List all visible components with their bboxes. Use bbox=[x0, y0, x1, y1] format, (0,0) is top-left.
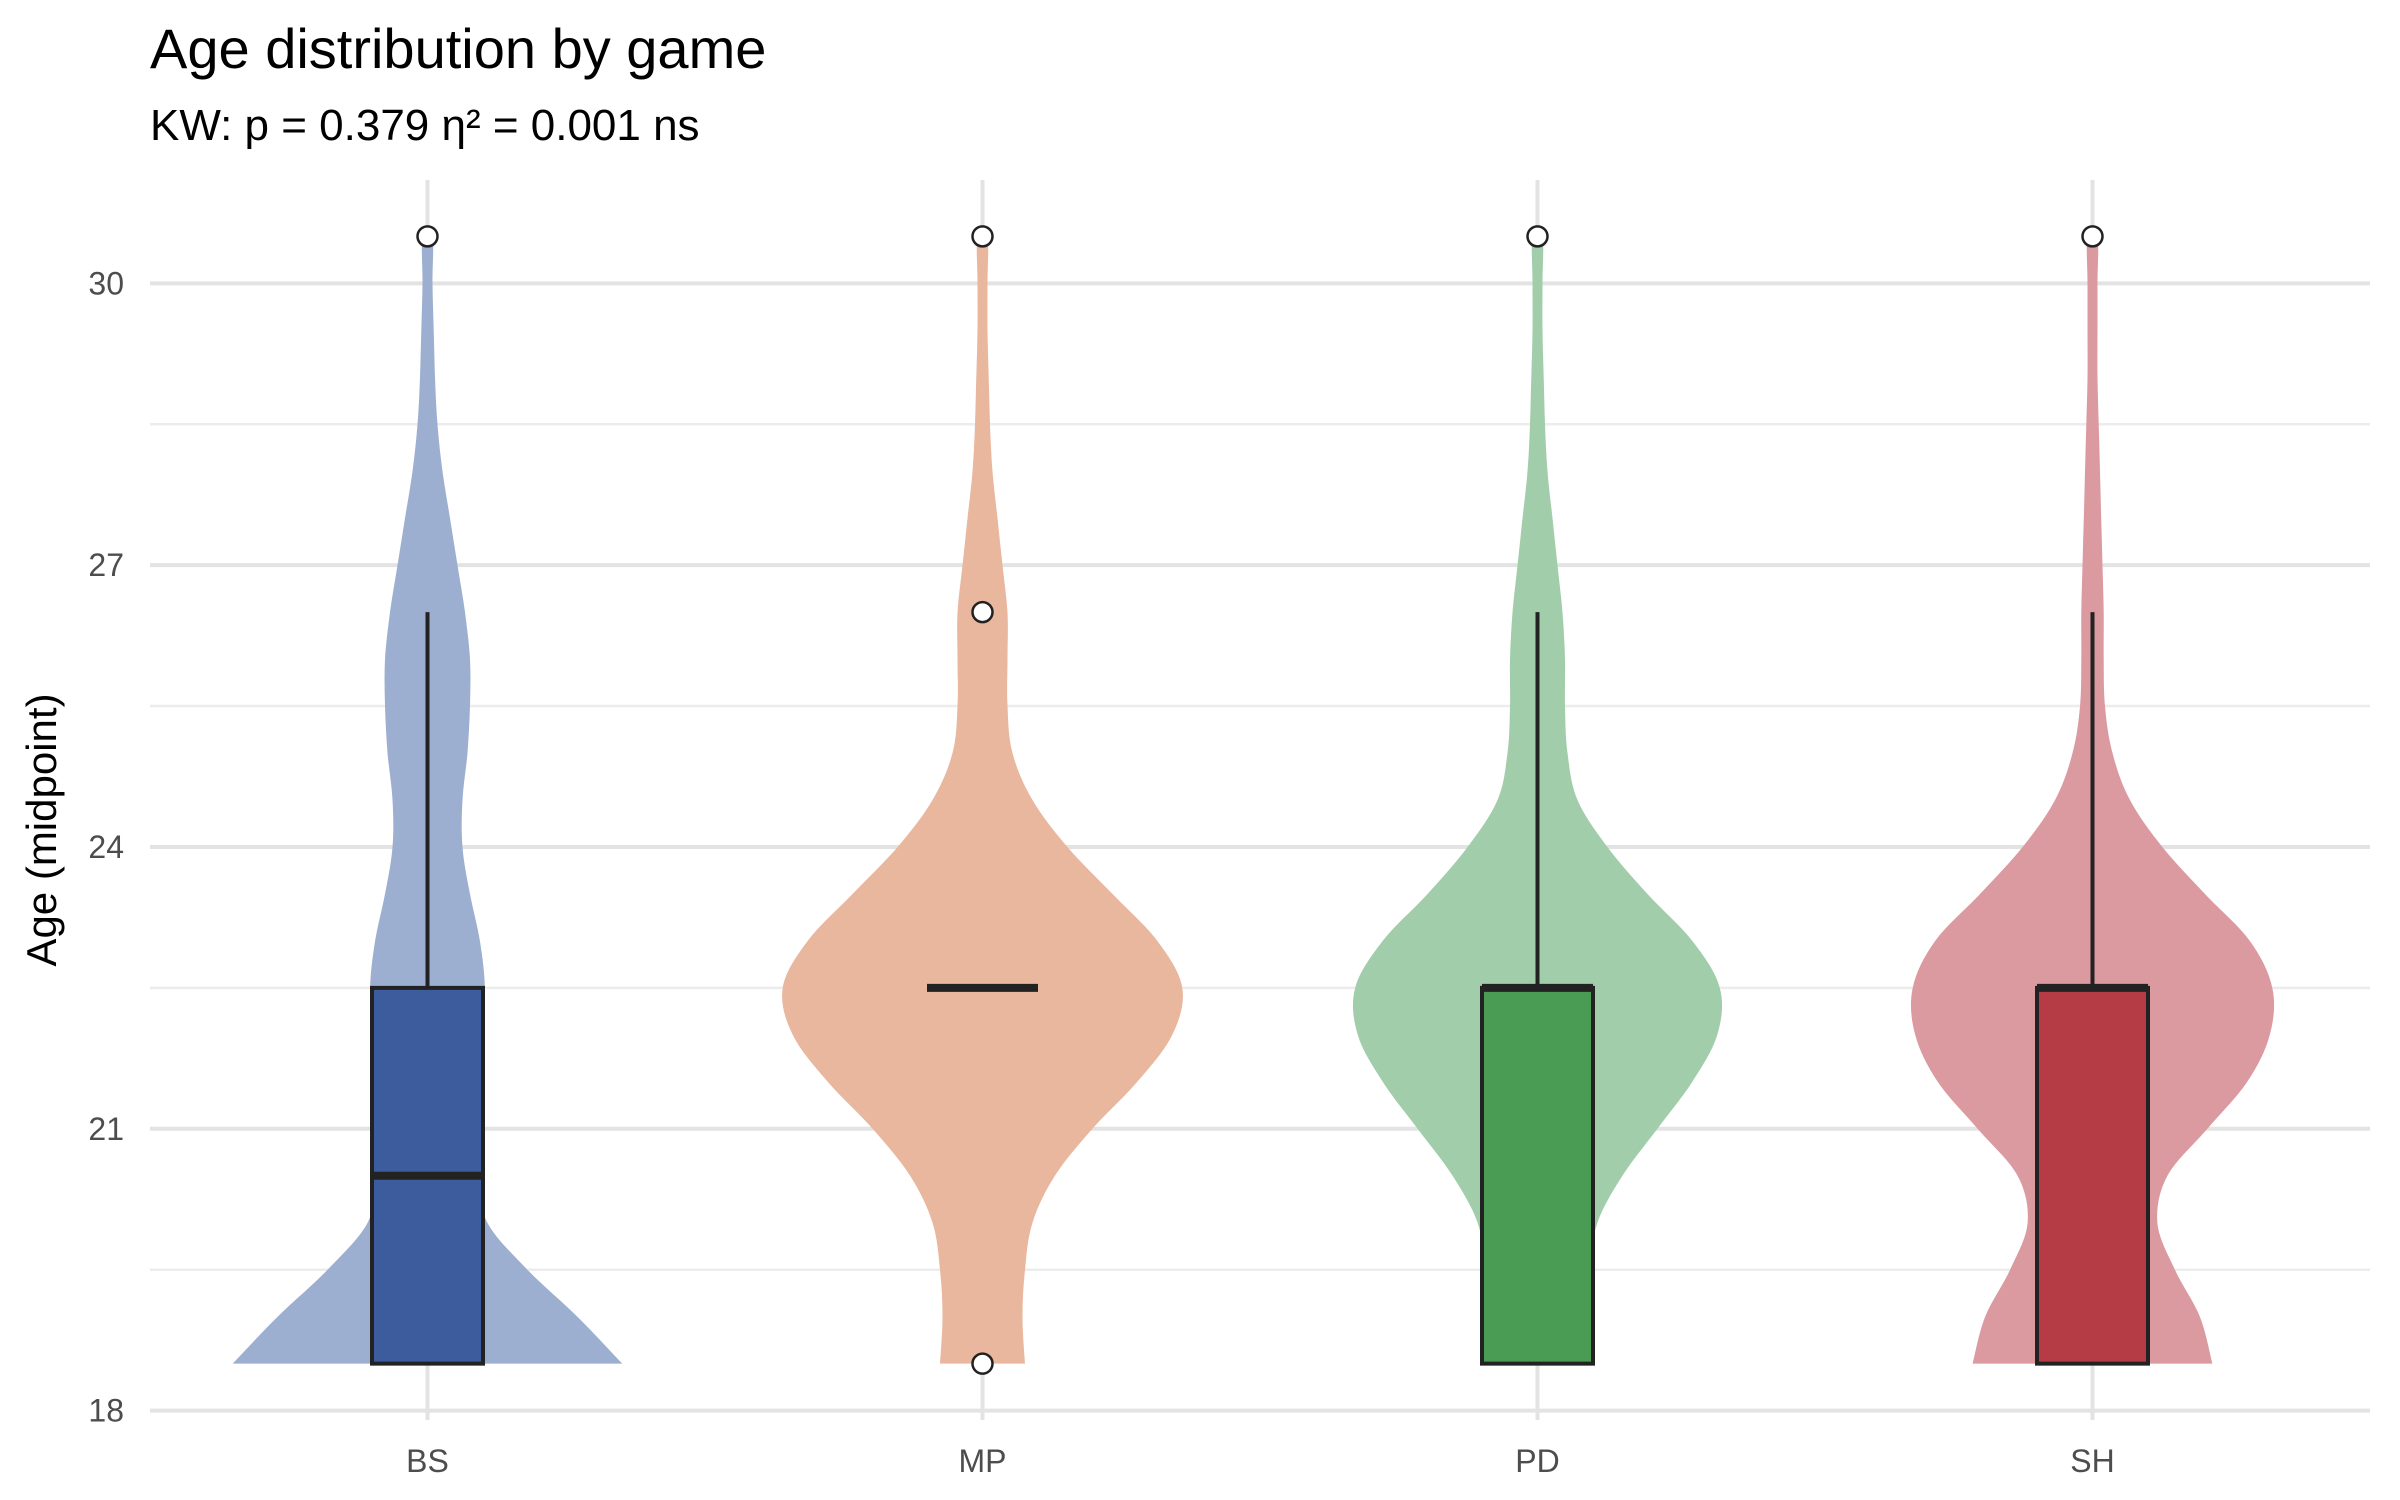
outlier-point-pd bbox=[1526, 225, 1549, 248]
chart-title: Age distribution by game bbox=[150, 17, 766, 80]
outlier-point-mp bbox=[971, 1352, 994, 1375]
y-tick-label: 27 bbox=[88, 547, 124, 583]
x-tick-label-mp: MP bbox=[959, 1443, 1007, 1479]
y-tick-label: 30 bbox=[88, 265, 124, 301]
boxplots bbox=[370, 612, 2150, 1366]
x-tick-label-sh: SH bbox=[2070, 1443, 2114, 1479]
outlier-point-bs bbox=[416, 225, 439, 248]
chart-subtitle: KW: p = 0.379 η² = 0.001 ns bbox=[150, 101, 700, 150]
box-pd bbox=[1480, 985, 1595, 1366]
y-tick-label: 24 bbox=[88, 829, 124, 865]
x-tick-label-bs: BS bbox=[406, 1443, 449, 1479]
x-tick-label-pd: PD bbox=[1515, 1443, 1559, 1479]
outlier-point-sh bbox=[2081, 225, 2104, 248]
outlier-point-mp bbox=[971, 600, 994, 624]
violins bbox=[232, 230, 2275, 1364]
tick-labels: 18 21 24 27 30 BS MP PD SH bbox=[88, 265, 2114, 1479]
y-axis-title: Age (midpoint) bbox=[18, 693, 65, 966]
outliers bbox=[416, 225, 2104, 1375]
y-tick-label: 18 bbox=[88, 1393, 124, 1429]
outlier-point-mp bbox=[971, 225, 994, 248]
violin-mp bbox=[782, 230, 1183, 1364]
y-tick-label: 21 bbox=[88, 1111, 124, 1147]
box-sh bbox=[2035, 985, 2150, 1366]
